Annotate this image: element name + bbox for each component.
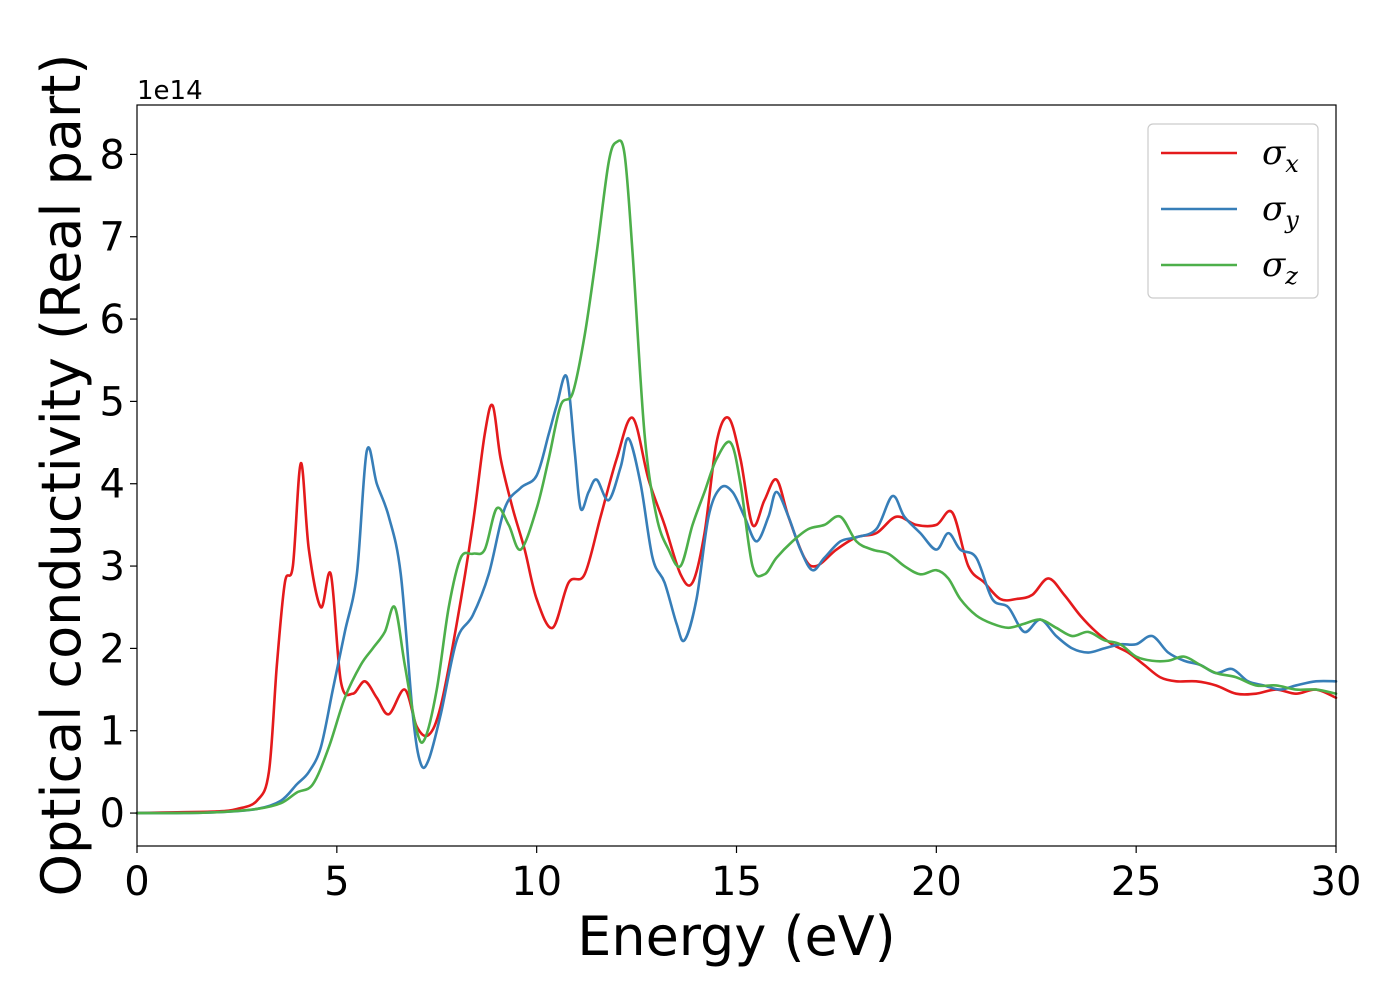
series-layer — [135, 139, 1338, 815]
y-tick-label: 8 — [100, 132, 125, 178]
x-tick-label: 15 — [711, 859, 762, 905]
legend-label-y: σy — [1262, 189, 1299, 234]
x-tick-label: 30 — [1311, 859, 1362, 905]
y-tick-label: 5 — [100, 379, 125, 425]
y-tick-label: 3 — [100, 544, 125, 590]
y-offset-label: 1e14 — [137, 76, 203, 106]
x-tick-label: 25 — [1111, 859, 1162, 905]
legend-box — [1147, 123, 1319, 299]
legend: σx σy σz — [1147, 123, 1319, 299]
x-axis-title: Energy (eV) — [577, 905, 896, 968]
series-line-x — [135, 403, 1338, 815]
y-tick-label: 1 — [100, 709, 125, 755]
legend-label-x: σx — [1262, 133, 1299, 178]
y-tick-label: 2 — [100, 626, 125, 672]
y-tick-label: 0 — [100, 791, 125, 837]
series-line-y — [135, 374, 1338, 815]
x-tick-label: 10 — [511, 859, 562, 905]
series-line-z — [135, 139, 1338, 815]
x-tick-label: 0 — [124, 859, 149, 905]
y-tick-label: 7 — [100, 215, 125, 261]
y-axis-title: Optical conductivity (Real part) — [30, 54, 93, 897]
x-tick-label: 5 — [324, 859, 349, 905]
legend-label-z: σz — [1262, 245, 1298, 290]
y-tick-label: 6 — [100, 297, 125, 343]
x-axis-ticks: 0 5 10 15 20 25 30 — [124, 846, 1361, 905]
x-tick-label: 20 — [911, 859, 962, 905]
y-tick-label: 4 — [100, 462, 125, 508]
y-axis-ticks: 0 1 2 3 4 5 6 7 8 — [100, 132, 137, 837]
